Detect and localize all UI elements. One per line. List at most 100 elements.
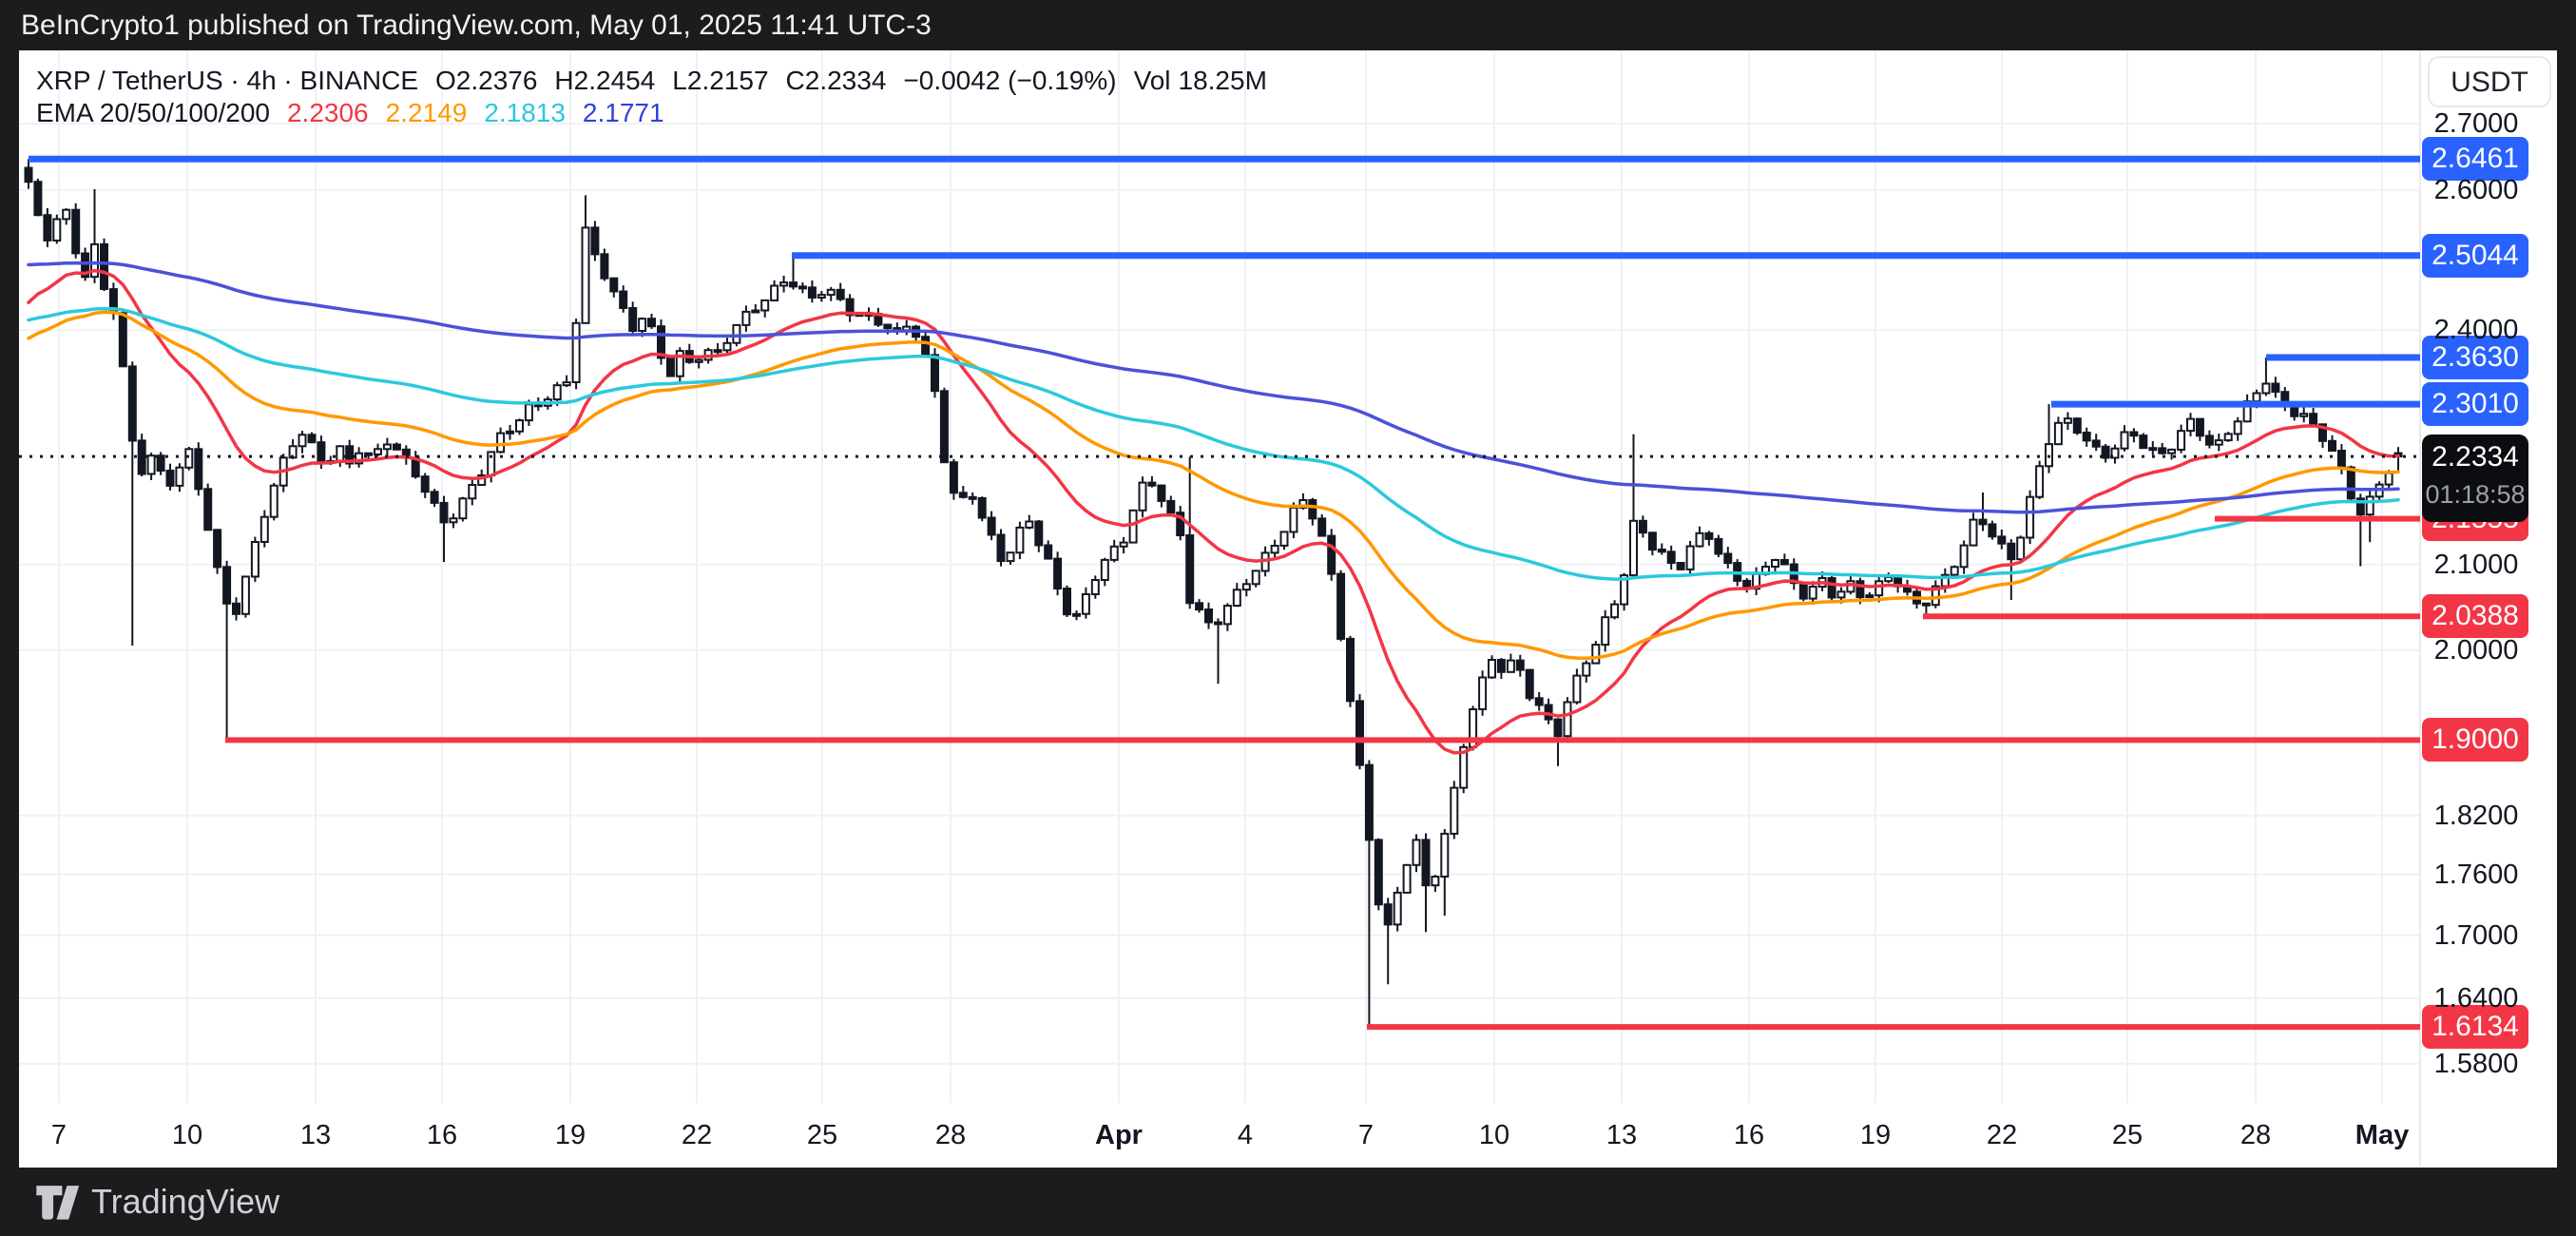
candle-body — [175, 466, 184, 487]
candle-body — [1109, 545, 1119, 561]
candle-body — [1015, 526, 1025, 554]
candle-body — [1506, 659, 1515, 673]
ohlc-key-C: C — [785, 66, 805, 95]
candle-body — [1666, 550, 1676, 564]
candle-body — [1572, 674, 1582, 704]
candle-body — [1988, 523, 1997, 538]
price-tick-label: 1.7600 — [2433, 859, 2519, 890]
candle-body — [1884, 576, 1894, 583]
candle-body — [931, 354, 939, 393]
candle-body — [1176, 512, 1185, 537]
published-bar: BeInCrypto1 published on TradingView.com… — [0, 0, 2576, 50]
candle-body — [1336, 572, 1346, 640]
time-tick-label: 10 — [171, 1120, 203, 1150]
tradingview-logo-icon[interactable] — [34, 1181, 84, 1223]
candle-body — [845, 298, 855, 317]
candle-body — [1251, 570, 1260, 586]
candle-body — [1931, 585, 1940, 607]
candle-body — [203, 488, 213, 531]
volume-label: Vol — [1133, 66, 1171, 95]
candle-body — [1950, 566, 1959, 576]
candle-body — [1771, 559, 1779, 568]
candle-body — [2129, 431, 2139, 437]
candle-body — [751, 309, 760, 314]
candle-body — [1346, 637, 1355, 703]
candle-body — [1798, 582, 1808, 600]
candle-body — [420, 475, 430, 493]
candle-body — [836, 288, 845, 300]
candle-body — [222, 566, 232, 605]
tradingview-wordmark[interactable]: TradingView — [91, 1182, 280, 1221]
candle-body — [307, 434, 317, 444]
candle-body — [194, 448, 203, 491]
candle-body — [732, 323, 741, 344]
candle-body — [2053, 421, 2063, 446]
candle-body — [1327, 534, 1336, 575]
candle-body — [1308, 499, 1317, 520]
candle-body — [638, 318, 647, 333]
ohlc-key-O: O — [435, 66, 456, 95]
candle-body — [817, 294, 826, 299]
price-tick-label: 1.7000 — [2433, 920, 2519, 951]
candle-body — [62, 208, 71, 221]
candle-body — [2318, 423, 2327, 442]
candle-body — [1478, 676, 1488, 710]
candlestick-series — [24, 159, 2403, 1028]
time-tick-label: 16 — [426, 1120, 458, 1150]
candle-body — [1865, 594, 1874, 599]
candle-body — [1591, 644, 1601, 665]
candle-body — [722, 341, 732, 352]
bar-countdown: 01:18:58 — [2425, 480, 2526, 509]
time-tick-label: Apr — [1095, 1120, 1143, 1150]
ohlc-value-O: 2.2376 — [455, 66, 538, 95]
published-text: BeInCrypto1 published on TradingView.com… — [21, 10, 932, 41]
candle-body — [2336, 450, 2346, 469]
candle-body — [524, 403, 533, 422]
time-tick-label: 25 — [806, 1120, 838, 1150]
ohlc-key-H: H — [554, 66, 574, 95]
currency-scale-button[interactable]: USDT — [2428, 56, 2551, 107]
time-tick-label: 28 — [934, 1120, 967, 1150]
price-tick-label: 2.6000 — [2433, 175, 2519, 205]
time-tick-label: 13 — [1605, 1120, 1638, 1150]
candle-body — [2007, 542, 2016, 561]
candle-body — [1534, 697, 1544, 706]
candle-body — [1063, 588, 1071, 616]
resistance-badge-2.5044: 2.5044 — [2422, 234, 2528, 278]
time-tick-label: 10 — [1478, 1120, 1510, 1150]
candle-body — [515, 419, 524, 433]
candle-body — [374, 448, 382, 455]
candle-body — [1081, 593, 1090, 615]
candle-body — [1488, 659, 1496, 679]
candle-body — [798, 285, 807, 290]
candle-body — [1214, 621, 1222, 626]
ema-value: 2.2306 — [286, 98, 369, 127]
candle-body — [430, 491, 439, 504]
resistance-badge-2.3630: 2.3630 — [2422, 336, 2528, 379]
candle-body — [468, 484, 477, 500]
candle-body — [1695, 531, 1704, 548]
candle-body — [100, 242, 108, 290]
candle-body — [949, 461, 958, 494]
candle-body — [1969, 518, 1978, 547]
candle-body — [1657, 549, 1666, 553]
candle-body — [2177, 430, 2186, 452]
ema-value: 2.2149 — [385, 98, 468, 127]
candle-body — [2204, 435, 2214, 446]
candle-body — [2101, 445, 2110, 459]
candle-body — [1374, 839, 1383, 906]
candle-body — [2214, 439, 2223, 446]
candle-body — [1222, 605, 1232, 626]
candle-body — [628, 307, 638, 332]
time-tick-label: 13 — [299, 1120, 332, 1150]
candle-body — [2110, 447, 2120, 459]
candle-body — [1157, 484, 1166, 502]
candle-body — [562, 381, 571, 387]
candle-body — [987, 516, 996, 536]
ohlc-value-L: 2.2157 — [686, 66, 769, 95]
time-tick-label: 22 — [1986, 1120, 2018, 1150]
candle-body — [1147, 481, 1157, 487]
candle-body — [336, 445, 345, 462]
candle-body — [619, 290, 628, 309]
